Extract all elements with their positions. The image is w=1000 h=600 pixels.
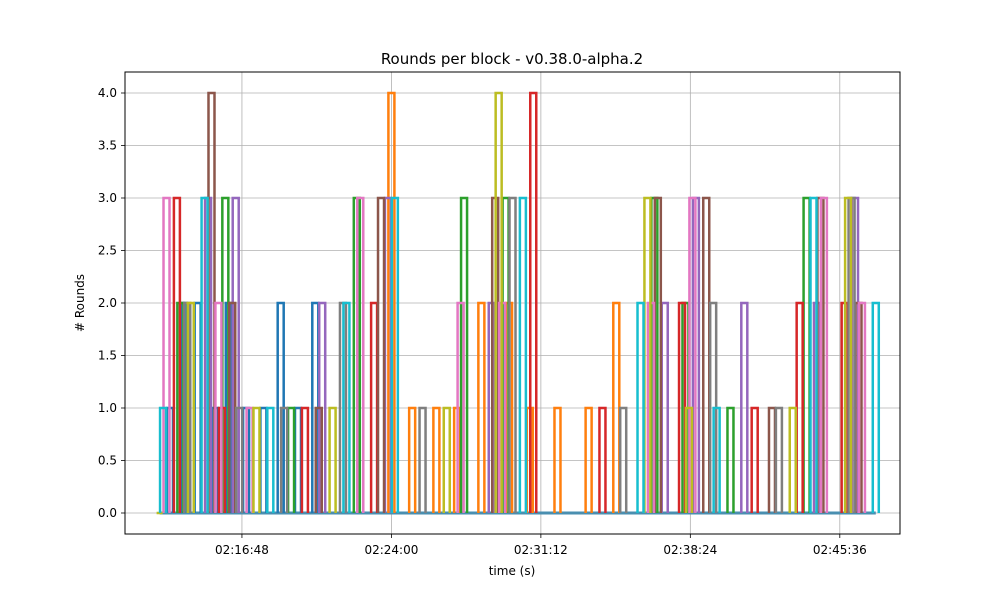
series-4-point	[172, 196, 182, 513]
series-layer	[156, 91, 881, 515]
series-7-point	[214, 301, 223, 513]
y-tick-label: 3.5	[98, 139, 117, 153]
series-7-point	[857, 301, 867, 513]
chart-title: Rounds per block - v0.38.0-alpha.2	[381, 50, 643, 68]
series-10-point	[200, 196, 209, 513]
x-tick-label: 02:16:48	[215, 543, 269, 557]
y-tick-label: 1.5	[98, 349, 117, 363]
series-10-point	[809, 196, 818, 513]
y-tick-label: 0.0	[98, 506, 117, 520]
x-tick-label: 02:38:24	[663, 543, 717, 557]
series-8-point	[279, 406, 289, 513]
series-8-point	[418, 406, 427, 513]
y-tick-label: 0.5	[98, 454, 117, 468]
series-10-point	[871, 301, 881, 513]
series-2-point	[432, 406, 441, 513]
series-9-point	[843, 196, 853, 513]
series-7-point	[162, 196, 171, 513]
tick-layer: 02:16:48 02:24:00 02:31:12 02:38:24 02:45:36…	[98, 86, 867, 557]
x-axis-label: time (s)	[489, 564, 536, 578]
series-4-point	[529, 91, 538, 513]
series-3-point	[726, 406, 735, 513]
y-tick-label: 4.0	[98, 86, 117, 100]
series-10-point	[712, 406, 721, 513]
series-10-point	[390, 196, 400, 513]
series-4-point	[750, 406, 759, 513]
series-7-point	[356, 196, 365, 513]
series-2-point	[584, 406, 593, 513]
series-10-point	[342, 301, 351, 513]
series-2-point	[477, 301, 486, 513]
series-8-point	[508, 196, 517, 513]
series-7-point	[456, 301, 465, 513]
series-2-point	[407, 406, 417, 513]
series-2-point	[387, 91, 396, 513]
y-tick-label: 3.0	[98, 191, 117, 205]
series-4-point	[300, 406, 310, 513]
series-2-point	[553, 406, 562, 513]
series-10	[158, 196, 881, 513]
series-6-point	[376, 196, 386, 513]
series-8-point	[618, 406, 628, 513]
series-3-point	[459, 196, 469, 513]
series-10-point	[518, 196, 528, 513]
x-tick-label: 02:24:00	[364, 543, 418, 557]
series-9-point	[328, 406, 337, 513]
y-tick-label: 2.0	[98, 296, 117, 310]
series-5-point	[231, 196, 240, 513]
series-9-point	[788, 406, 797, 513]
x-tick-label: 02:31:12	[514, 543, 568, 557]
y-tick-label: 1.0	[98, 401, 117, 415]
series-7-point	[688, 196, 697, 513]
series-10-point	[266, 406, 275, 513]
series-9-point	[252, 406, 261, 513]
series-6-point	[314, 406, 323, 513]
series-10-point	[158, 406, 168, 513]
series-9-point	[442, 406, 452, 513]
series-7-point	[819, 196, 829, 513]
series-5-point	[740, 301, 749, 513]
y-tick-label: 2.5	[98, 244, 117, 258]
y-axis-label: # Rounds	[73, 274, 87, 332]
series-8-point	[234, 406, 244, 513]
x-tick-label: 02:45:36	[813, 543, 867, 557]
series-9-point	[186, 301, 195, 513]
series-9-point	[494, 91, 503, 513]
series-4-point	[598, 406, 607, 513]
series-8-point	[774, 406, 784, 513]
series-10-point	[636, 301, 645, 513]
series-9-point	[684, 406, 694, 513]
